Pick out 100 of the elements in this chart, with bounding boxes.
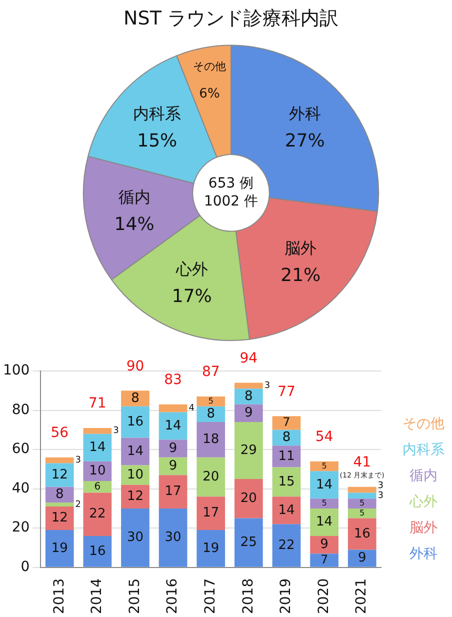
bar — [158, 475, 188, 508]
bar — [310, 498, 338, 508]
bar — [83, 492, 112, 536]
text: 心外 — [410, 493, 438, 511]
x-tick-label: 2018 — [240, 578, 256, 614]
data-label: 3 — [378, 491, 384, 502]
bar — [234, 382, 263, 389]
y-tick-label: 20 — [12, 520, 30, 536]
bar — [158, 508, 188, 567]
data-label: 3 — [113, 426, 119, 436]
bar — [234, 422, 263, 480]
data-label: 4 — [188, 404, 195, 414]
data-label: 14 — [89, 440, 106, 455]
data-label: 19 — [51, 540, 68, 556]
x-tick-label: 2015 — [126, 578, 143, 614]
data-label: 3 — [264, 381, 270, 392]
bar — [158, 412, 188, 440]
data-label: 17 — [202, 506, 220, 521]
bar — [348, 508, 376, 518]
bar — [272, 496, 301, 524]
x-tick-label: 2016 — [164, 578, 181, 614]
bar — [83, 480, 112, 493]
data-label: 2 — [75, 500, 82, 510]
data-label: 10 — [126, 467, 144, 482]
bar — [121, 438, 150, 466]
bar — [121, 406, 150, 438]
data-label: 3 — [378, 481, 384, 492]
bar — [196, 457, 226, 497]
bar — [310, 554, 338, 567]
data-label: 16 — [126, 414, 144, 430]
bar — [310, 508, 338, 536]
y-tick-label: 80 — [12, 402, 30, 418]
chart-title: NST ラウンド診療科内訳 — [124, 7, 338, 30]
data-label: 5 — [322, 498, 327, 508]
data-label: 22 — [89, 506, 106, 522]
total-label: 90 — [126, 358, 144, 374]
data-label: 9 — [168, 440, 178, 456]
data-label: 5 — [322, 461, 327, 470]
data-label: 22 — [278, 538, 295, 553]
data-label: 12 — [51, 467, 68, 482]
slice-label: その他 — [192, 60, 226, 73]
bar — [45, 457, 74, 464]
total-label: 41 — [353, 454, 372, 470]
bar — [234, 518, 263, 567]
data-label: 27% — [284, 130, 325, 152]
bar — [348, 492, 376, 499]
text: 内科系 — [402, 441, 444, 459]
data-label: 20 — [240, 491, 257, 506]
text: 循内 — [410, 467, 438, 485]
data-label: 9 — [358, 550, 366, 566]
bar — [272, 524, 301, 567]
data-label: 9 — [244, 406, 253, 421]
y-tick-label: 100 — [2, 362, 30, 379]
text: その他 — [402, 415, 444, 433]
data-label: 17% — [172, 286, 212, 307]
x-tick-label: 2014 — [89, 578, 106, 614]
x-tick-label: 2019 — [278, 578, 294, 614]
data-label: 6 — [94, 481, 101, 492]
data-label: 14% — [114, 214, 154, 236]
data-label: 6% — [199, 86, 220, 102]
data-label: 19 — [202, 540, 220, 556]
data-label: 25 — [240, 534, 257, 550]
bar — [83, 536, 112, 567]
data-label: 8 — [282, 430, 291, 446]
bar — [196, 422, 226, 458]
data-label: 16 — [89, 544, 106, 559]
data-label: 16 — [354, 526, 370, 542]
bar — [45, 530, 74, 567]
bar — [310, 461, 338, 472]
total-label: 83 — [164, 372, 182, 388]
bar — [348, 550, 376, 567]
bar — [234, 404, 263, 422]
bar — [45, 463, 74, 487]
y-tick-label: 60 — [12, 441, 30, 458]
bar — [45, 502, 74, 506]
data-label: 5 — [360, 498, 365, 508]
data-label: 30 — [126, 530, 144, 546]
bar — [272, 467, 301, 497]
x-tick-label: 2020 — [316, 578, 332, 614]
x-tick-label: 2017 — [202, 578, 218, 614]
data-label: 12 — [126, 489, 144, 504]
bar — [158, 440, 188, 458]
total-label: 71 — [88, 396, 106, 412]
bar — [272, 446, 301, 468]
data-label: 14 — [316, 514, 333, 530]
data-label: 17 — [164, 484, 182, 500]
text: 脳外 — [410, 519, 438, 537]
total-label: 54 — [315, 428, 334, 445]
y-tick-label: 40 — [12, 480, 30, 496]
total-label: 87 — [202, 364, 220, 380]
data-label: 9 — [320, 537, 328, 552]
y-tick-label: 0 — [20, 559, 30, 576]
bar — [348, 486, 376, 493]
bar — [196, 396, 226, 406]
total-label: 56 — [50, 425, 69, 442]
data-label: 8 — [131, 390, 140, 406]
data-label: 30 — [164, 530, 182, 546]
slice-label: 循内 — [118, 188, 150, 207]
total-label: 77 — [278, 384, 296, 400]
bar — [234, 479, 263, 518]
